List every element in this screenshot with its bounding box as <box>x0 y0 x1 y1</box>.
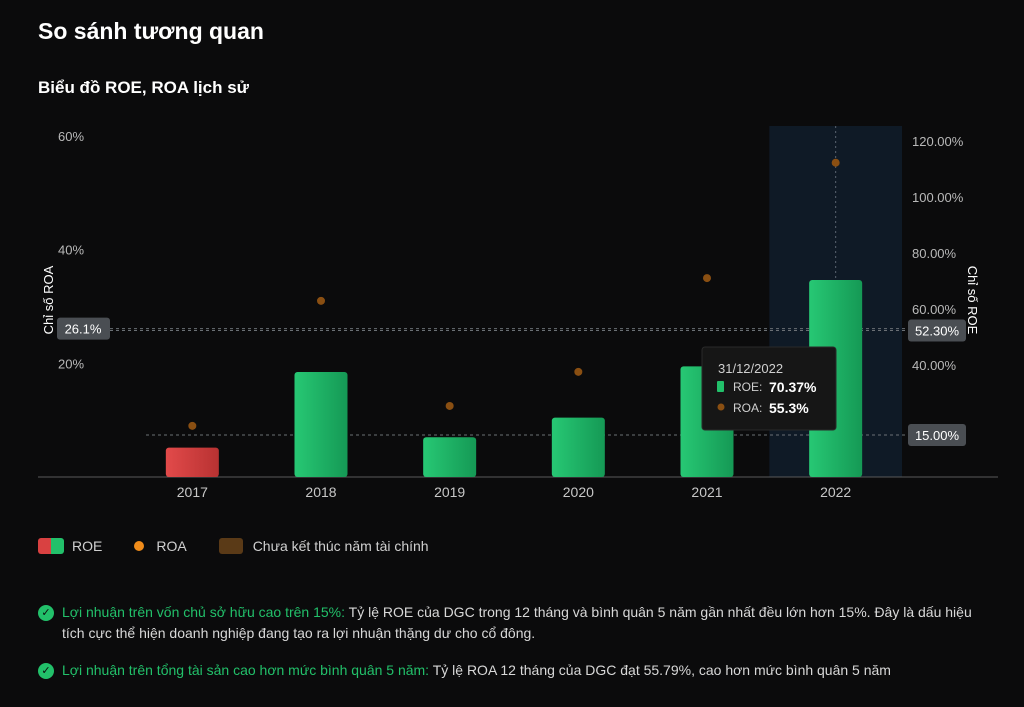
roa-dot-icon <box>134 541 145 551</box>
tooltip-roa-value: 55.3% <box>769 400 809 416</box>
roa-point <box>831 158 840 167</box>
ref-label-box <box>908 424 966 446</box>
roe-bar <box>294 372 348 477</box>
left-tick-label: 20% <box>58 356 84 371</box>
roe-bar <box>551 417 605 477</box>
legend-roa-label: ROA <box>156 538 187 554</box>
x-tick-label: 2020 <box>563 484 594 500</box>
right-tick-label: 40.00% <box>912 358 957 373</box>
right-tick-label: 80.00% <box>912 246 957 261</box>
legend-pending-label: Chưa kết thúc năm tài chính <box>252 538 429 554</box>
left-tick-label: 60% <box>58 129 84 144</box>
check-icon: ✓ <box>38 663 54 679</box>
tooltip-roa-label: ROA: <box>733 401 762 415</box>
roe-bar <box>423 437 477 477</box>
x-tick-label: 2022 <box>820 484 851 500</box>
tooltip-roe-swatch-icon <box>717 381 724 392</box>
chart-legend: ROE ROA Chưa kết thúc năm tài chính <box>38 538 461 554</box>
legend-roe[interactable]: ROE <box>38 538 102 554</box>
left-axis-title: Chỉ số ROA <box>41 265 56 334</box>
ref-label: 26.1% <box>65 322 102 337</box>
note-lead: Lợi nhuận trên vốn chủ sở hữu cao trên 1… <box>62 604 346 620</box>
tooltip-roe-value: 70.37% <box>769 379 817 395</box>
roa-point <box>574 367 583 376</box>
tooltip-roe-label: ROE: <box>733 380 762 394</box>
x-tick-label: 2019 <box>434 484 465 500</box>
note-roa: ✓ Lợi nhuận trên tổng tài sản cao hơn mứ… <box>38 660 998 681</box>
legend-roe-label: ROE <box>72 538 103 554</box>
note-lead: Lợi nhuận trên tổng tài sản cao hơn mức … <box>62 662 430 678</box>
x-tick-label: 2017 <box>177 484 208 500</box>
tooltip-box <box>701 346 837 431</box>
legend-roa[interactable]: ROA <box>134 538 187 554</box>
left-tick-label: 40% <box>58 243 84 258</box>
roe-roa-chart[interactable]: 20% 40% 60% 40.00% 60.00% 80.00% 100.00% 120.00… <box>0 0 1024 530</box>
page-title: So sánh tương quan <box>38 18 264 44</box>
tooltip-roa-dot-icon <box>717 403 725 411</box>
pending-swatch-icon <box>218 538 243 554</box>
right-tick-label: 100.00% <box>912 190 964 205</box>
note-text: Lợi nhuận trên vốn chủ sở hữu cao trên 1… <box>62 602 998 644</box>
tooltip-date: 31/12/2022 <box>718 361 783 376</box>
note-body: Tỷ lệ ROE của DGC trong 12 tháng và bình… <box>62 604 972 641</box>
legend-pending[interactable]: Chưa kết thúc năm tài chính <box>218 538 429 554</box>
note-text: Lợi nhuận trên tổng tài sản cao hơn mức … <box>62 660 891 681</box>
note-body: Tỷ lệ ROA 12 tháng của DGC đạt 55.79%, c… <box>429 662 891 678</box>
roa-point <box>703 274 711 283</box>
right-tick-label: 60.00% <box>912 302 957 317</box>
x-tick-label: 2018 <box>305 484 336 500</box>
ref-label: 15.00% <box>915 428 960 443</box>
right-tick-label: 120.00% <box>912 134 964 149</box>
check-icon: ✓ <box>38 605 54 621</box>
roa-point <box>317 296 325 305</box>
ref-label-box <box>57 317 110 340</box>
roa-point <box>188 421 197 430</box>
ref-label-box <box>908 319 966 342</box>
note-roe: ✓ Lợi nhuận trên vốn chủ sở hữu cao trên… <box>38 602 998 644</box>
ref-label: 52.30% <box>915 324 960 339</box>
analysis-notes: ✓ Lợi nhuận trên vốn chủ sở hữu cao trên… <box>38 602 998 697</box>
roe-bar <box>165 447 219 477</box>
chart-title: Biểu đồ ROE, ROA lịch sử <box>38 78 249 97</box>
roa-point <box>445 401 454 410</box>
x-tick-label: 2021 <box>691 484 722 500</box>
roe-swatch-icon <box>38 538 64 554</box>
right-axis-title: Chỉ số ROE <box>965 266 980 335</box>
